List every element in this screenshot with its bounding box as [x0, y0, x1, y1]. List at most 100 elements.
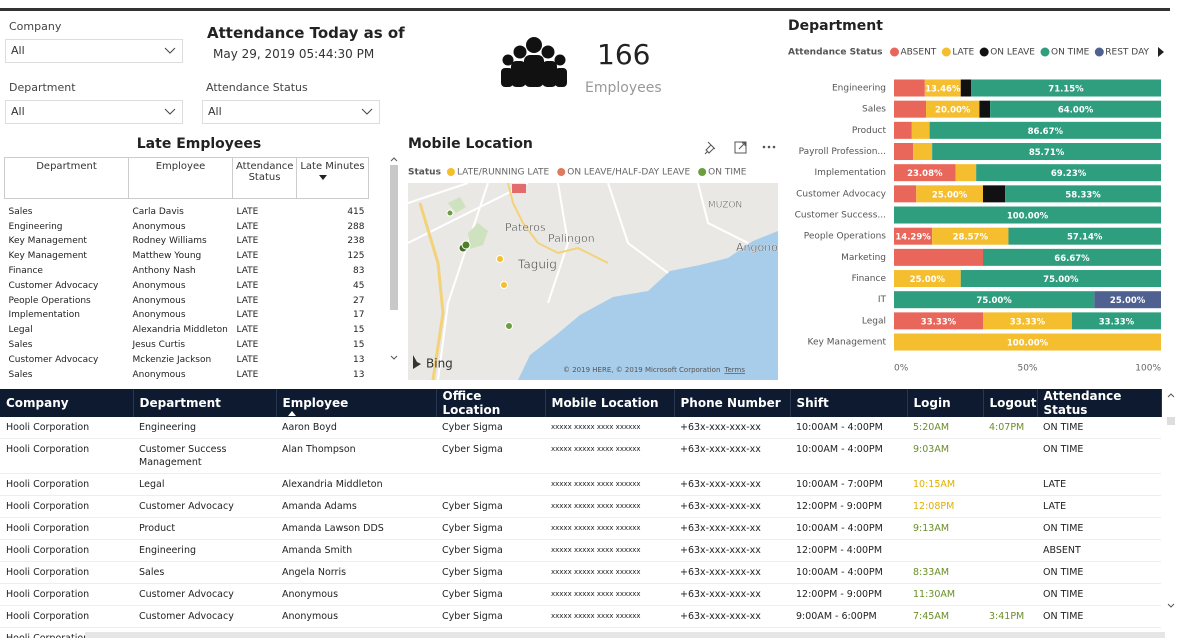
filter-dropdown[interactable]: All	[202, 100, 380, 124]
bar-segment	[1005, 185, 1161, 203]
cell	[983, 495, 1037, 518]
bar-segment	[955, 164, 977, 182]
filter-label: Company	[9, 20, 62, 33]
cell: Cyber Sigma	[436, 517, 545, 540]
column-header[interactable]: Phone Number	[674, 389, 791, 417]
cell: 415	[347, 206, 365, 217]
cell: Customer Success Management	[133, 438, 276, 474]
cell: LATE	[1037, 473, 1161, 496]
top-rule	[0, 8, 1170, 11]
column-header[interactable]: Office Location	[436, 389, 546, 417]
column-header[interactable]: Login	[907, 389, 984, 417]
bar-segment	[982, 185, 1006, 203]
cell: LATE	[236, 280, 259, 291]
row: Customer Advocacy Mckenzie Jackson LATE 13	[5, 352, 369, 367]
category-label: Customer Success...	[795, 211, 886, 221]
column-header[interactable]: Company	[0, 389, 134, 417]
cell: Anonymous	[132, 295, 186, 306]
bar-segment	[911, 121, 930, 139]
cell: ABSENT	[1037, 539, 1161, 562]
cell: Anonymous	[276, 605, 436, 628]
cell: Alexandria Middleton	[132, 325, 228, 336]
row: Hooli Corporation Sales Angela Norris Cyber…	[0, 561, 1161, 584]
bar-segment	[960, 270, 1161, 288]
filter-label: Attendance Status	[206, 81, 308, 94]
column-header[interactable]: Employee	[276, 389, 437, 417]
department-chart: Department Attendance Status ABSENT LATE ON …	[788, 18, 1164, 374]
cell: 10:00AM - 4:00PM	[790, 417, 907, 439]
cell: ON TIME	[1037, 417, 1161, 439]
column-header[interactable]: Employee	[128, 157, 233, 199]
column-header[interactable]: Logout	[983, 389, 1038, 417]
data-label: 20.00%	[935, 106, 971, 116]
column-header[interactable]: Late Minutes	[296, 157, 369, 199]
bar-segment	[932, 227, 1009, 245]
filter-dropdown[interactable]: All	[5, 100, 183, 124]
place-label: MUZON	[708, 201, 742, 211]
cell: xxxxx xxxxx xxxx xxxxxx	[545, 539, 674, 562]
map-toolbar[interactable]	[700, 138, 780, 158]
column-header[interactable]: Shift	[790, 389, 908, 417]
late-scrollbar[interactable]	[388, 157, 400, 372]
x-tick-label: 50%	[1017, 364, 1037, 374]
cell: Hooli Corporation	[0, 473, 133, 496]
row: Hooli Corporation Customer Success Manage…	[0, 438, 1161, 474]
column-header[interactable]: Mobile Location	[545, 389, 675, 417]
h-scrollbar[interactable]	[85, 632, 1165, 638]
data-label: 25.00%	[910, 275, 946, 285]
cell: Legal	[133, 473, 276, 496]
employee-scrollbar[interactable]	[1165, 389, 1177, 619]
cell: xxxxx xxxxx xxxx xxxxxx	[545, 495, 674, 518]
category-label: Key Management	[808, 338, 887, 348]
cell: Cyber Sigma	[436, 417, 545, 439]
cell: 10:00AM - 4:00PM	[790, 517, 907, 540]
filter-dropdown[interactable]: All	[5, 39, 183, 63]
attendance-title: Attendance Today as of	[207, 24, 405, 42]
row: Sales Jesus Curtis LATE 15	[5, 338, 369, 353]
column-header[interactable]: Department	[133, 389, 277, 417]
cell: Customer Advocacy	[8, 280, 99, 291]
bar-segment	[894, 185, 917, 203]
cell: Amanda Lawson DDS	[276, 517, 436, 540]
bar-segment	[894, 164, 956, 182]
row: Legal Alexandria Middleton LATE 15	[5, 323, 369, 338]
bar-segment	[926, 100, 980, 118]
late-title: Late Employees	[136, 136, 262, 152]
column-header[interactable]: Department	[4, 157, 129, 199]
legend-next	[1158, 47, 1164, 57]
cell: ON TIME	[1037, 605, 1161, 628]
data-label: 14.29%	[895, 233, 931, 243]
cell: Matthew Young	[132, 251, 202, 262]
data-label: 71.15%	[1048, 85, 1084, 95]
cell: Anonymous	[132, 310, 186, 321]
cell: Sales	[8, 340, 33, 351]
data-label: 33.33%	[1010, 317, 1046, 327]
cell: Amanda Smith	[276, 539, 436, 562]
bar-segment	[924, 79, 961, 97]
cell: +63x-xxx-xxx-xx	[674, 605, 790, 628]
category-label: Implementation	[815, 168, 886, 178]
row: Implementation Anonymous LATE 17	[5, 308, 369, 323]
cell: xxxxx xxxxx xxxx xxxxxx	[545, 605, 674, 628]
cell: Customer Advocacy	[8, 354, 99, 365]
cell	[983, 517, 1037, 540]
column-header[interactable]: Attendance Status	[1037, 389, 1162, 417]
category-label: Sales	[862, 105, 886, 115]
cell: Engineering	[133, 539, 276, 562]
cell: LATE	[236, 221, 259, 232]
cell: 3:41PM	[983, 605, 1037, 628]
chevron	[361, 108, 373, 115]
bar-segment	[894, 121, 912, 139]
bar-segment	[979, 100, 991, 118]
cell	[983, 473, 1037, 496]
cell: Key Management	[8, 251, 87, 262]
cell: +63x-xxx-xxx-xx	[674, 517, 790, 540]
attendance-timestamp: May 29, 2019 05:44:30 PM	[213, 47, 375, 61]
cell: 12:00PM - 4:00PM	[790, 539, 907, 562]
cell: 288	[347, 221, 365, 232]
legend-title: Status	[408, 168, 441, 178]
data-label: 25.00%	[1110, 296, 1146, 306]
column-header[interactable]: Attendance Status	[232, 157, 297, 199]
data-label: 100.00%	[1007, 212, 1049, 222]
